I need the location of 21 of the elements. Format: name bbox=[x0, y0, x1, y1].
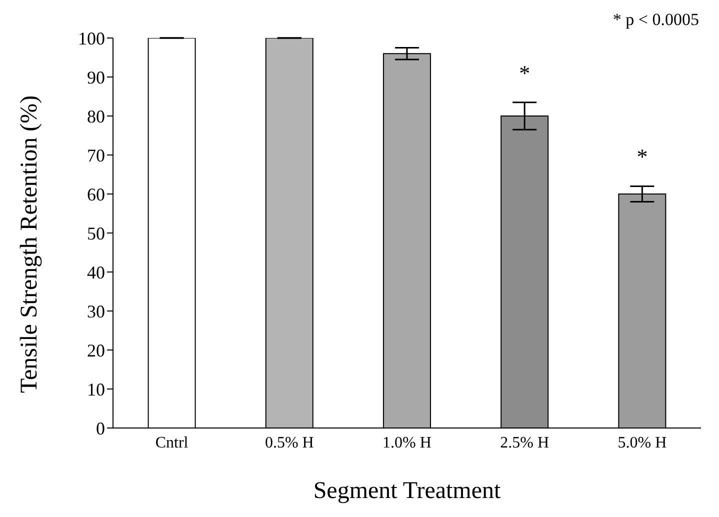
y-tick-label: 70 bbox=[87, 145, 105, 166]
y-tick-label: 20 bbox=[87, 340, 105, 360]
x-tick-label: 1.0% H bbox=[382, 434, 432, 452]
x-tick-label: 5.0% H bbox=[618, 434, 668, 452]
y-tick-label: 40 bbox=[87, 262, 105, 282]
y-tick-label: 10 bbox=[87, 379, 105, 400]
annotation: * bbox=[519, 60, 530, 86]
y-tick-label: 100 bbox=[78, 28, 105, 48]
x-tick-label: Cntrl bbox=[155, 434, 189, 452]
y-tick-label: 80 bbox=[87, 106, 105, 126]
x-tick-label: 0.5% H bbox=[264, 434, 314, 452]
y-tick-label: 50 bbox=[87, 223, 105, 244]
y-tick-label: 30 bbox=[87, 301, 105, 322]
x-axis-title: Segment Treatment bbox=[313, 478, 501, 504]
y-tick-label: 60 bbox=[87, 184, 105, 204]
y-axis-title: Tensile Strength Retention (%) bbox=[16, 95, 43, 393]
annotation: * bbox=[636, 144, 648, 170]
y-tick-label: 0 bbox=[96, 418, 105, 438]
x-tick-label: 2.5% H bbox=[500, 434, 550, 452]
y-tick-label: 90 bbox=[87, 67, 105, 88]
text: * p < 0.0005 bbox=[612, 10, 699, 30]
